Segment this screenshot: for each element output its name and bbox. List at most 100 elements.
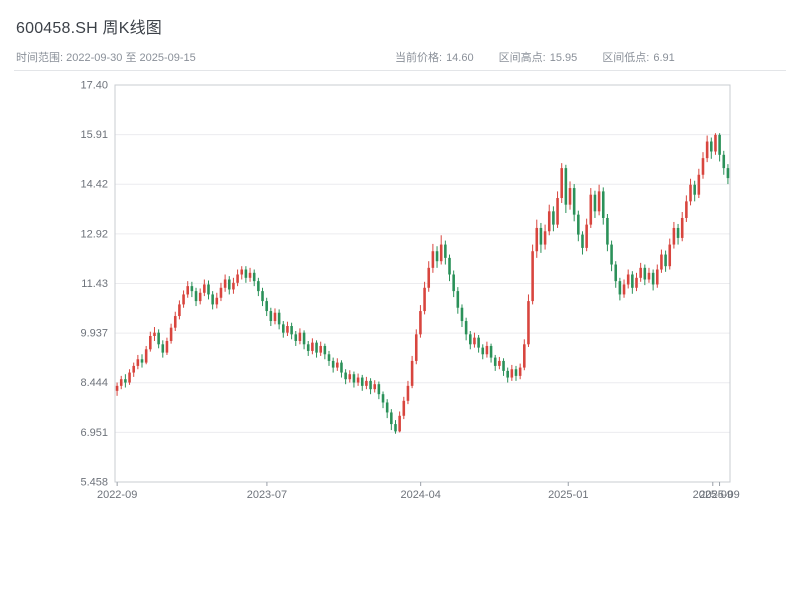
candle [485,341,489,358]
candle [655,264,659,288]
candle [385,399,389,419]
candle [286,321,289,336]
candle [523,339,526,371]
stat-current-price: 当前价格: 14.60 [395,52,474,64]
candle [365,376,368,390]
y-tick-label: 5.458 [80,477,108,489]
candle [664,250,667,272]
candle [169,323,173,344]
candle [710,137,713,159]
candle [414,329,418,365]
candle [252,269,256,287]
candle [460,304,464,328]
candle [223,274,227,292]
candle [153,327,156,341]
candle [477,334,480,353]
candle [261,287,264,307]
candle [352,371,356,388]
y-tick-label: 9.937 [80,328,108,340]
candle [618,277,622,301]
time-range: 时间范围: 2022-09-30 至 2025-09-15 [16,49,196,65]
y-tick-label: 15.91 [80,129,108,141]
candle [311,338,314,355]
candle [182,290,185,308]
candle [277,309,281,330]
candle [211,291,214,310]
y-tick-label: 17.40 [80,80,108,92]
candle [660,249,663,273]
candle [144,345,148,365]
candle [498,356,501,370]
candle [614,261,618,288]
candle [190,281,194,298]
candle [452,270,455,298]
candle [356,373,360,386]
y-tick-label: 11.43 [81,278,108,290]
candle [140,354,144,368]
candle [714,133,717,155]
candle [340,360,343,378]
candle [198,288,202,305]
candle [348,370,352,383]
candle [381,391,385,409]
candle [535,219,539,258]
candle [402,396,406,420]
candle [369,378,372,395]
candle [294,331,298,346]
candle [502,358,505,376]
candle [489,343,493,363]
candle [556,191,559,228]
candle [227,276,231,295]
stat-range-low: 区间低点: 6.91 [602,52,675,64]
candle [539,222,543,253]
y-tick-label: 12.92 [80,228,108,240]
candle [435,246,439,268]
candle [336,358,339,371]
candle [672,221,676,249]
candle [668,238,672,270]
candle [157,329,160,349]
candle [165,337,169,355]
candle [390,409,393,431]
candle [689,178,692,206]
candle [473,332,476,348]
candle [635,272,638,292]
candle [610,240,613,272]
candle [581,231,584,255]
candle [572,184,576,222]
candle [257,277,260,297]
candle [593,190,597,218]
candle [577,210,580,242]
candle [493,354,497,371]
x-tick-label: 2025-09 [699,489,739,501]
candle [685,195,688,222]
candle [510,364,514,381]
candle [406,380,410,405]
candle [448,254,451,282]
candle [527,294,530,347]
y-tick-label: 14.42 [80,179,108,191]
candle [589,188,593,228]
time-range-label: 时间范围: [16,52,64,64]
candle [319,341,322,356]
candle [547,204,551,236]
candle [423,281,426,315]
candle [119,375,123,390]
candle [136,354,140,370]
x-tick-label: 2024-04 [400,489,440,501]
candle [265,297,268,317]
candle [680,211,684,242]
y-tick-label: 6.951 [80,427,108,439]
candle [631,271,634,294]
candle [124,374,127,388]
time-range-value: 2022-09-30 至 2025-09-15 [66,52,196,64]
candle [178,300,181,320]
page-title: 600458.SH 周K线图 [16,20,162,37]
candle [643,264,647,286]
candle [236,269,239,287]
candle [219,282,223,302]
candle [290,322,293,340]
candle [394,420,397,434]
candle [323,343,327,360]
x-tick-label: 2025-09 [693,489,733,501]
